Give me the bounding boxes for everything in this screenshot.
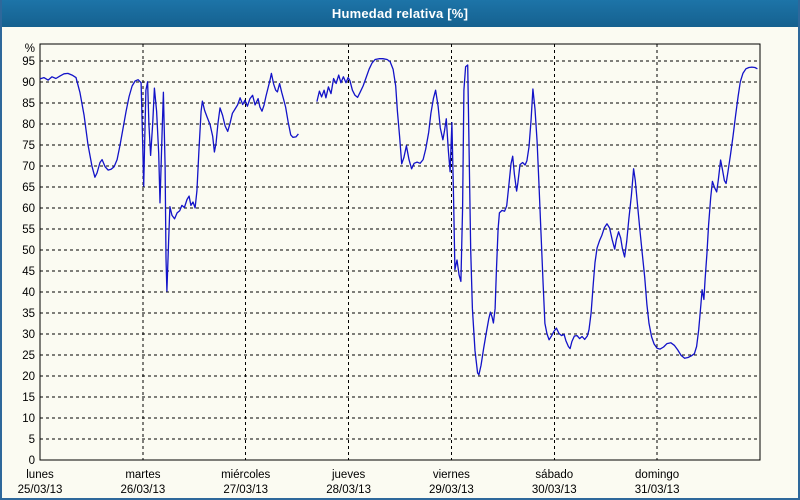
x-axis-date-label: 28/03/13 <box>326 484 371 496</box>
y-axis-tick-label: 30 <box>22 329 35 341</box>
y-axis-tick-label: 0 <box>29 455 35 467</box>
x-axis-date-label: 29/03/13 <box>429 484 474 496</box>
x-axis-date-label: 26/03/13 <box>121 484 166 496</box>
plot-border <box>39 43 761 461</box>
chart-title: Humedad relativa [%] <box>331 6 469 21</box>
x-axis-day-label: sábado <box>535 469 573 481</box>
y-axis-tick-label: 25 <box>22 350 35 362</box>
y-axis-tick-label: 90 <box>22 77 35 89</box>
x-axis-date-label: 30/03/13 <box>532 484 577 496</box>
y-axis-tick-label: 80 <box>22 119 35 131</box>
x-axis-day-label: lunes <box>26 469 54 481</box>
y-axis-tick-label: 60 <box>22 203 35 215</box>
x-axis-day-label: miércoles <box>221 469 270 481</box>
title-bar: Humedad relativa [%] <box>2 0 798 27</box>
y-axis-tick-label: 45 <box>22 266 35 278</box>
y-axis-tick-label: 40 <box>22 287 35 299</box>
y-axis-tick-label: 65 <box>22 182 35 194</box>
humidity-line <box>39 72 299 292</box>
y-axis-unit-label: % <box>25 43 35 55</box>
y-axis-tick-label: 85 <box>22 98 35 110</box>
y-axis-tick-label: 35 <box>22 308 35 320</box>
y-axis-tick-label: 15 <box>22 392 35 404</box>
humidity-line <box>316 58 758 376</box>
x-axis-day-label: martes <box>125 469 160 481</box>
y-axis-tick-label: 5 <box>29 434 35 446</box>
y-axis-tick-label: 55 <box>22 224 35 236</box>
x-axis-day-label: domingo <box>635 469 679 481</box>
y-axis-tick-label: 50 <box>22 245 35 257</box>
y-axis-tick-label: 95 <box>22 56 35 68</box>
x-axis-date-label: 25/03/13 <box>18 484 63 496</box>
x-axis-day-label: jueves <box>331 469 365 481</box>
y-axis-tick-label: 70 <box>22 161 35 173</box>
x-axis-date-label: 31/03/13 <box>635 484 680 496</box>
x-axis-day-label: viernes <box>433 469 470 481</box>
y-axis-tick-label: 20 <box>22 371 35 383</box>
y-axis-tick-label: 10 <box>22 413 35 425</box>
y-axis-tick-label: 75 <box>22 140 35 152</box>
x-axis-date-label: 27/03/13 <box>223 484 268 496</box>
